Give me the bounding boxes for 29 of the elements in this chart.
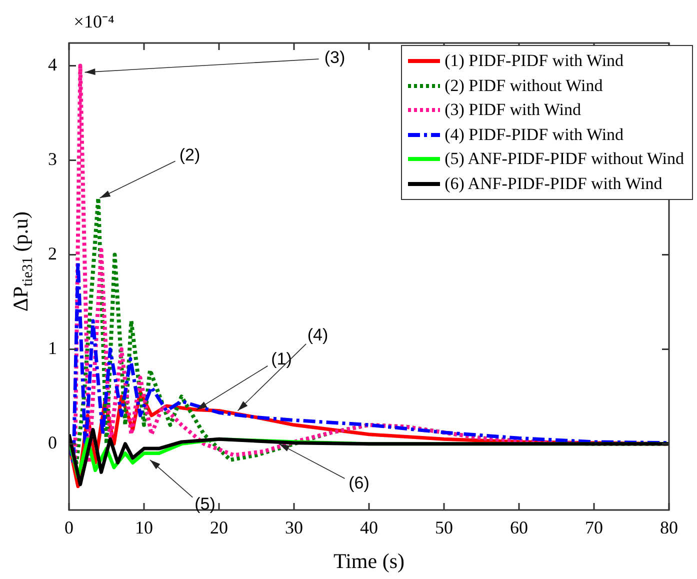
annotation: (1) [271, 349, 292, 368]
y-tick-label: 0 [48, 432, 57, 453]
legend-label: (5) ANF-PIDF-PIDF without Wind [444, 148, 684, 170]
x-tick-label: 40 [360, 518, 378, 538]
x-tick-label: 60 [510, 518, 528, 538]
annotation: (5) [194, 494, 216, 514]
annotation: (6) [348, 474, 370, 493]
x-tick-label: 80 [660, 518, 678, 538]
annotation: (3) [324, 48, 346, 67]
legend-label: (4) PIDF-PIDF with Wind [444, 124, 624, 146]
y-tick-label: 1 [48, 338, 57, 358]
x-tick-label: 10 [135, 518, 153, 538]
x-tick-label: 50 [435, 518, 453, 538]
y-tick-label: 2 [48, 243, 57, 264]
text: ×10⁻⁴ [74, 12, 114, 32]
annotation: (2) [179, 146, 200, 165]
legend-label: (6) ANF-PIDF-PIDF with Wind [444, 172, 662, 194]
legend-label: (3) PIDF with Wind [444, 99, 582, 121]
y-axis-title: ΔPtie31 (p.u) [8, 211, 36, 312]
x-tick-label: 30 [285, 518, 303, 538]
x-axis-title: Time (s) [334, 548, 404, 573]
x-tick-label: 70 [585, 518, 603, 538]
x-tick-label: 0 [64, 518, 74, 538]
legend-label: (2) PIDF without Wind [444, 74, 603, 96]
legend-label: (1) PIDF-PIDF with Wind [444, 50, 624, 72]
annotation: (4) [307, 325, 328, 344]
y-tick-label: 3 [48, 148, 57, 169]
y-tick-label: 4 [48, 54, 57, 74]
x-tick-label: 20 [210, 518, 228, 538]
